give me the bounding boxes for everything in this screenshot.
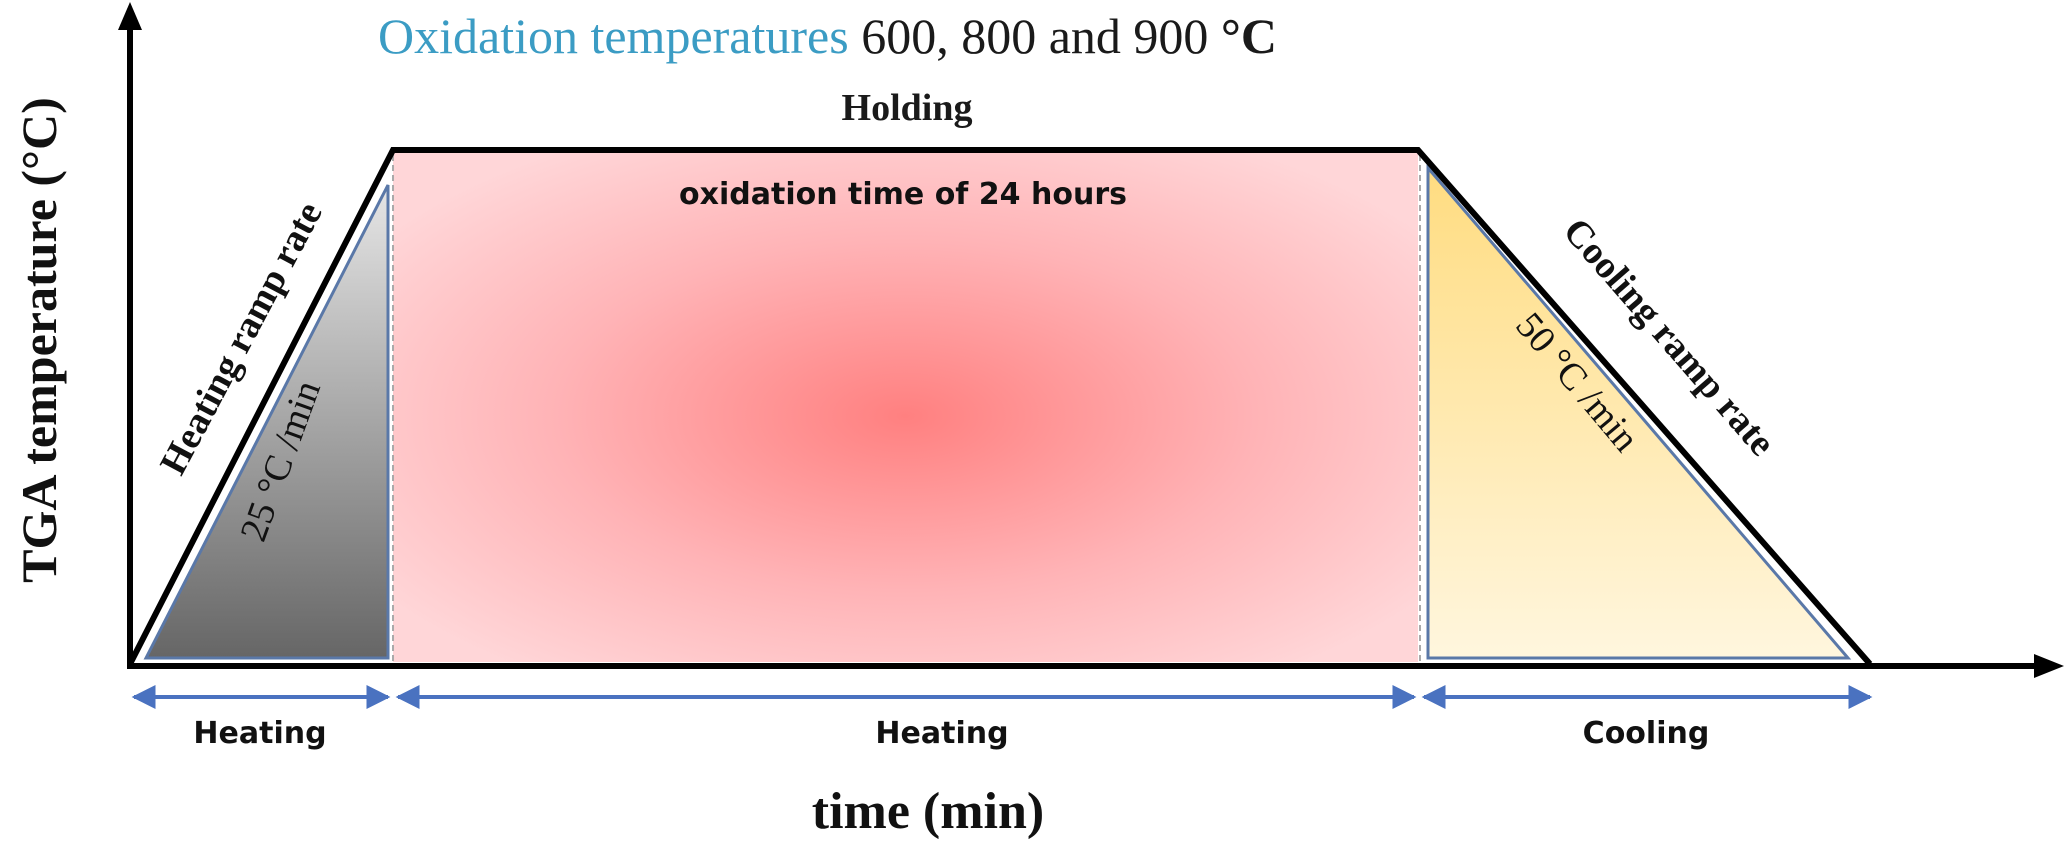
phase-label-heating-1: Heating xyxy=(193,716,326,751)
holding-region xyxy=(393,150,1418,662)
x-axis-label: time (min) xyxy=(812,783,1044,840)
y-axis-arrowhead xyxy=(118,2,142,30)
title-values: 600, 800 and 900 xyxy=(849,8,1221,64)
heating-region xyxy=(143,184,390,660)
phase-label-heating-2: Heating xyxy=(875,716,1008,751)
holding-label: Holding xyxy=(842,87,973,129)
y-axis-label: TGA temperature (°C) xyxy=(11,97,67,583)
diagram-title: Oxidation temperatures 600, 800 and 900 … xyxy=(378,8,1277,64)
temperature-profile xyxy=(127,147,1873,666)
title-lead: Oxidation temperatures xyxy=(378,8,849,64)
phase-label-cooling: Cooling xyxy=(1583,716,1710,751)
holding-note: oxidation time of 24 hours xyxy=(679,177,1127,212)
cooling-region xyxy=(1426,163,1852,660)
title-unit: °C xyxy=(1221,8,1277,64)
x-axis-arrowhead xyxy=(2034,654,2064,678)
